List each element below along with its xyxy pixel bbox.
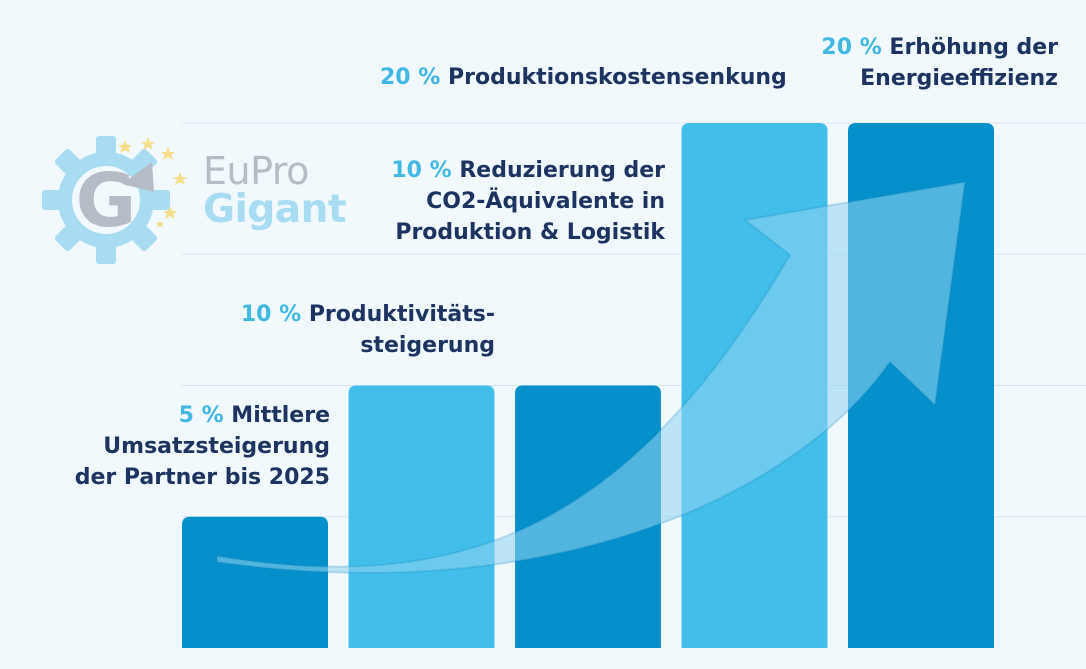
- bar-label-percent: 20 %: [380, 65, 441, 90]
- eupro-gigant-logo: G EuPro Gigant: [40, 132, 350, 267]
- bar-label-percent: 5 %: [178, 403, 224, 428]
- trend-arrow: [216, 180, 967, 574]
- bar-label-text: CO2-Äquivalente in: [426, 189, 665, 214]
- bar-label-text: der Partner bis 2025: [74, 465, 330, 490]
- bar-label-text: Produktivitäts-: [308, 302, 495, 327]
- bar-label-text: Umsatzsteigerung: [103, 434, 330, 459]
- logo-arrow-icon: [122, 162, 154, 192]
- logo-letter: G: [76, 158, 137, 244]
- logo-text-top: EuPro: [203, 149, 309, 193]
- bar-label-text: Reduzierung der: [459, 158, 665, 183]
- logo-stars-icon: [118, 137, 187, 228]
- bar-label-energy-efficiency: 20 % Erhöhung der Energieeffizienz: [760, 32, 1058, 94]
- bar-label-production-costs: 20 % Produktionskostensenkung: [380, 62, 787, 93]
- bar: [348, 385, 495, 648]
- bar-label-text: Energieeffizienz: [860, 66, 1058, 91]
- bar-label-percent: 10 %: [391, 158, 452, 183]
- gear-logo-icon: G: [42, 136, 187, 264]
- logo-text-bottom: Gigant: [203, 187, 347, 232]
- bar-label-revenue: 5 % Mittlere Umsatzsteigerung der Partne…: [60, 400, 330, 493]
- bar-label-text: steigerung: [360, 333, 495, 358]
- bar-label-co2: 10 % Reduzierung der CO2-Äquivalente in …: [380, 155, 665, 248]
- bar-label-text: Produktion & Logistik: [395, 220, 665, 245]
- bar-label-text: Erhöhung der: [889, 35, 1058, 60]
- bar-label-productivity: 10 % Produktivitäts- steigerung: [200, 299, 495, 361]
- bar-label-text: Produktionskostensenkung: [448, 65, 787, 90]
- bar-label-text: Mittlere: [231, 403, 330, 428]
- bar-label-percent: 10 %: [240, 302, 302, 327]
- bar: [182, 516, 328, 648]
- bar-label-percent: 20 %: [821, 35, 882, 60]
